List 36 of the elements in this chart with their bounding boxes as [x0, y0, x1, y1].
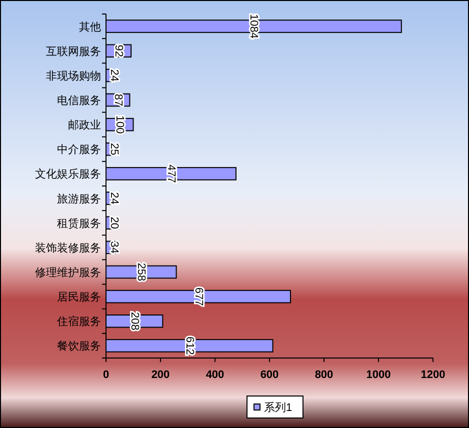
- y-tick-label: 居民服务: [57, 292, 101, 304]
- y-tick-label: 中介服务: [57, 143, 101, 156]
- x-tick-label: 600: [260, 369, 279, 381]
- data-label: 612: [183, 336, 196, 355]
- data-label: 87: [112, 94, 124, 106]
- x-tick-label: 400: [206, 369, 224, 381]
- y-tick-label: 电信服务: [57, 94, 101, 107]
- data-label: 34: [108, 241, 120, 254]
- data-label: 477: [164, 164, 177, 183]
- data-label: 20: [108, 216, 120, 229]
- y-tick-label: 餐饮服务: [57, 340, 101, 353]
- x-tick-label: 800: [314, 369, 334, 381]
- x-tick-label: 1000: [366, 369, 391, 381]
- y-tick-label: 租赁服务: [57, 216, 101, 230]
- data-label: 208: [128, 312, 140, 330]
- legend-label: 系列1: [264, 401, 292, 414]
- y-tick-label: 互联网服务: [46, 46, 101, 58]
- y-tick-label: 旅游服务: [57, 192, 101, 206]
- data-label: 1084: [248, 14, 260, 39]
- y-tick-label: 住宿服务: [57, 315, 101, 328]
- data-label: 24: [108, 69, 120, 82]
- y-tick-label: 装饰装修服务: [35, 241, 101, 254]
- x-tick-label: 200: [151, 369, 170, 381]
- data-label: 258: [135, 262, 148, 282]
- y-tick-label: 其他: [79, 20, 101, 34]
- x-tick-label: 1200: [420, 369, 446, 381]
- data-label: 92: [112, 44, 125, 57]
- data-label: 677: [192, 287, 204, 306]
- data-label: 100: [114, 115, 126, 134]
- x-tick-label: 0: [102, 369, 110, 381]
- data-label: 25: [108, 143, 120, 156]
- y-tick-label: 邮政业: [68, 118, 101, 132]
- y-tick-label: 文化娱乐服务: [35, 168, 101, 181]
- y-tick-label: 非现场购物: [46, 69, 101, 82]
- data-label: 24: [108, 192, 120, 204]
- y-tick-label: 修理维护服务: [35, 266, 101, 279]
